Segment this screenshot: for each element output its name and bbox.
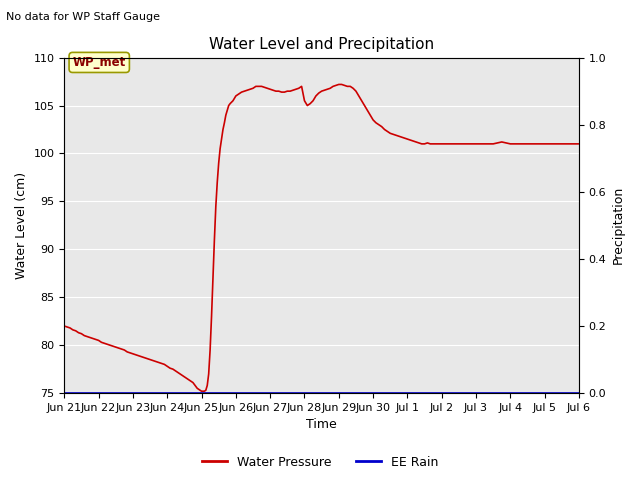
Water Pressure (100, 340, 108, 346)
Text: No data for WP Staff Gauge: No data for WP Staff Gauge (6, 12, 161, 22)
Legend: Water Pressure, EE Rain: Water Pressure, EE Rain (196, 451, 444, 474)
Y-axis label: Water Level (cm): Water Level (cm) (15, 172, 28, 279)
Water Pressure (198, 388, 205, 394)
X-axis label: Time: Time (307, 419, 337, 432)
Line: Water Pressure: Water Pressure (64, 84, 579, 391)
Water Pressure (329, 84, 337, 89)
Water Pressure (202, 387, 210, 393)
Water Pressure (200, 388, 208, 394)
Y-axis label: Precipitation: Precipitation (612, 186, 625, 264)
Water Pressure (575, 141, 583, 147)
Title: Water Level and Precipitation: Water Level and Precipitation (209, 37, 434, 52)
Water Pressure (60, 323, 68, 329)
Text: WP_met: WP_met (72, 56, 126, 69)
Water Pressure (335, 82, 342, 87)
Water Pressure (395, 133, 403, 139)
Water Pressure (398, 134, 406, 140)
